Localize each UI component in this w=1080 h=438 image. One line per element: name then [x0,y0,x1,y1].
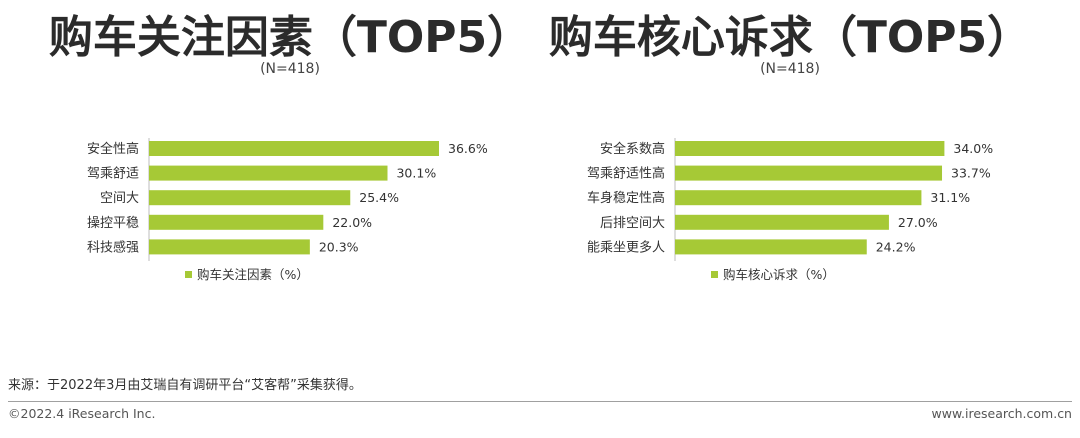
right-value-label: 31.1% [930,190,970,205]
right-bar [675,239,867,255]
left-value-label: 25.4% [359,190,399,205]
left-legend-label: 购车关注因素（%） [197,267,309,282]
left-bar [149,190,351,206]
left-category-label: 操控平稳 [87,215,139,231]
right-value-label: 34.0% [953,141,993,156]
left-category-label: 科技感强 [87,239,139,255]
right-bar [675,165,943,181]
left-legend-swatch [185,271,192,278]
left-value-label: 22.0% [332,215,372,230]
footer-divider [8,401,1072,402]
right-category-label: 能乘坐更多人 [587,239,665,255]
copyright: ©2022.4 iResearch Inc. [8,406,156,421]
website-link[interactable]: www.iresearch.com.cn [931,406,1073,421]
right-chart-subtitle: (N=418) [760,61,820,77]
left-category-label: 空间大 [100,191,139,206]
left-value-label: 36.6% [448,141,488,156]
left-bar-chart: 安全性高 36.6% 驾乘舒适 30.1% 空间大 25.4% 操控平稳 22.0% 科技感强 2… [87,138,488,282]
right-category-label: 安全系数高 [600,141,665,157]
right-bar [675,141,945,156]
source-note: 来源：于2022年3月由艾瑞自有调研平台“艾客帮”采集获得。 [8,378,362,393]
left-bar [149,239,310,255]
left-category-label: 安全性高 [87,141,139,157]
right-bar [675,190,922,206]
right-category-label: 车身稳定性高 [587,190,665,206]
right-value-label: 24.2% [876,239,916,254]
left-category-label: 驾乘舒适 [87,167,139,182]
left-bar [149,165,388,181]
right-value-label: 33.7% [951,166,991,181]
right-bar [675,214,889,230]
left-value-label: 20.3% [319,239,359,254]
right-bar-chart: 安全系数高 34.0% 驾乘舒适性高 33.7% 车身稳定性高 31.1% 后排空间大 27.… [587,138,993,282]
left-chart-title: 购车关注因素（TOP5） [48,12,532,63]
right-legend-swatch [711,271,718,278]
right-chart-title: 购车核心诉求（TOP5） [548,12,1032,63]
right-value-label: 27.0% [898,215,938,230]
left-bar [149,141,439,156]
left-value-label: 30.1% [396,166,436,181]
left-bar [149,214,324,230]
left-chart-subtitle: (N=418) [260,61,320,77]
right-category-label: 驾乘舒适性高 [587,166,665,182]
right-category-label: 后排空间大 [600,216,665,231]
right-legend-label: 购车核心诉求（%） [723,267,835,282]
